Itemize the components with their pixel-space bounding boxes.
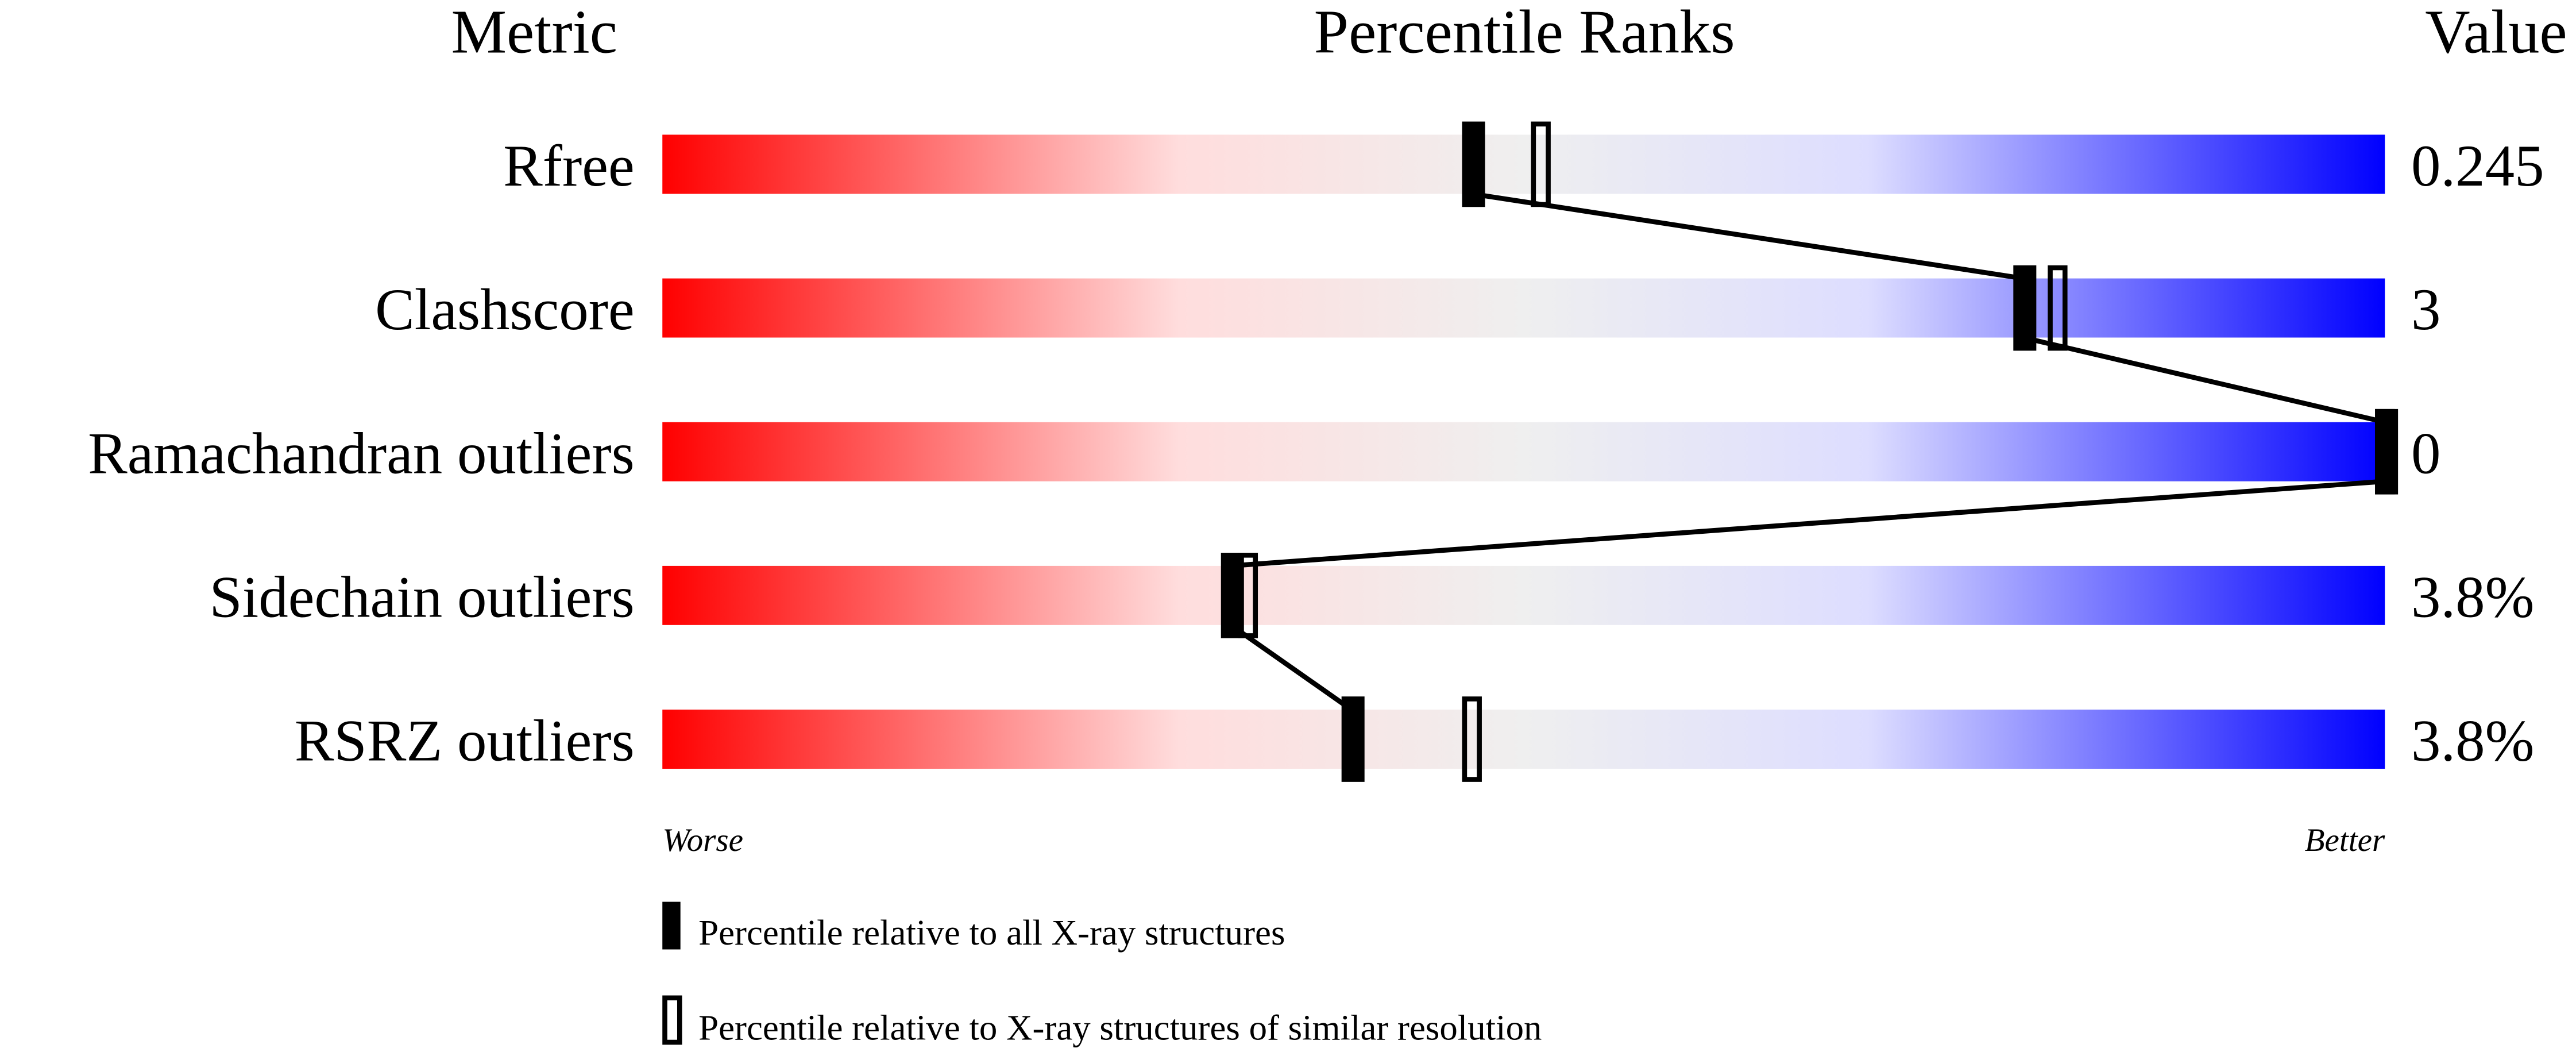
metric-label: Sidechain outliers: [209, 565, 634, 630]
axis-label-better: Better: [2305, 822, 2385, 858]
legend-label-similar: Percentile relative to X-ray structures …: [698, 1008, 1542, 1048]
legend-open-marker: [662, 995, 682, 1045]
connector-line: [1229, 623, 1353, 712]
metric-value: 0: [2411, 421, 2440, 486]
header-metric: Metric: [451, 0, 617, 66]
percentile-bar: [662, 278, 2385, 338]
marker-all-structures: [2375, 409, 2399, 495]
connector-line: [1472, 191, 2024, 281]
metric-value: 3: [2411, 277, 2440, 342]
connector-line: [2022, 335, 2386, 425]
header-percentile-ranks: Percentile Ranks: [1314, 0, 1735, 66]
legend-filled-marker: [662, 901, 681, 950]
metric-label: RSRZ outliers: [295, 708, 635, 774]
percentile-bar: [662, 565, 2385, 625]
metric-label: Ramachandran outliers: [88, 421, 635, 486]
marker-similar-resolution: [1531, 121, 1551, 207]
connector-line: [1230, 479, 2385, 569]
metric-value: 3.8%: [2411, 565, 2534, 630]
metric-value: 0.245: [2411, 133, 2544, 199]
marker-similar-resolution: [1462, 696, 1482, 782]
percentile-bar: [662, 422, 2385, 481]
marker-all-structures: [1341, 696, 1365, 782]
metric-label: Clashscore: [375, 277, 635, 342]
marker-all-structures: [2013, 265, 2037, 351]
percentile-bar: [662, 134, 2385, 194]
header-value: Value: [2425, 0, 2567, 66]
axis-label-worse: Worse: [662, 822, 743, 858]
percentile-bar: [662, 710, 2385, 769]
marker-all-structures: [1462, 121, 1485, 207]
marker-similar-resolution: [2048, 265, 2068, 351]
metric-label: Rfree: [503, 133, 635, 199]
marker-all-structures: [1221, 553, 1244, 638]
legend-label-all: Percentile relative to all X-ray structu…: [698, 912, 1285, 953]
metric-value: 3.8%: [2411, 708, 2534, 774]
